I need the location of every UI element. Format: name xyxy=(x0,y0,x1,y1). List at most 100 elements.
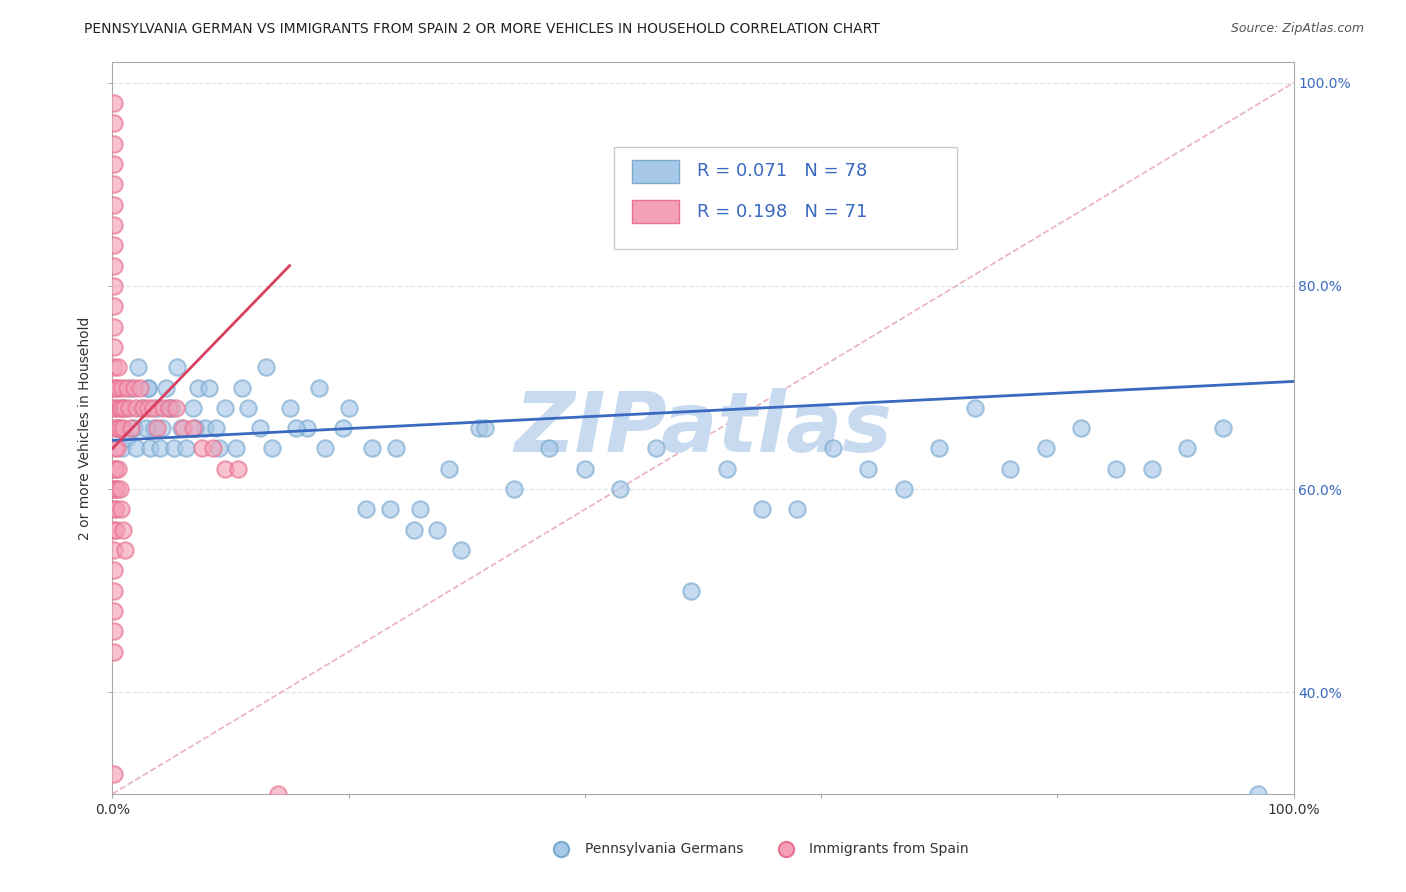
Point xyxy=(181,401,204,415)
Point xyxy=(104,421,127,435)
Point xyxy=(103,523,125,537)
Point xyxy=(163,442,186,456)
Point xyxy=(184,421,207,435)
Point xyxy=(103,157,125,171)
Point xyxy=(149,442,172,456)
Point xyxy=(105,380,128,394)
Point xyxy=(103,96,125,111)
Point xyxy=(105,421,128,435)
Point xyxy=(146,401,169,415)
Text: R = 0.198   N = 71: R = 0.198 N = 71 xyxy=(697,202,868,220)
Point xyxy=(308,380,330,394)
Point xyxy=(356,502,378,516)
Point xyxy=(181,421,204,435)
Point xyxy=(142,421,165,435)
Point xyxy=(107,380,129,394)
Point xyxy=(103,766,125,780)
Point xyxy=(142,401,165,415)
Point xyxy=(103,360,125,375)
Text: R = 0.071   N = 78: R = 0.071 N = 78 xyxy=(697,161,868,179)
Point xyxy=(681,583,703,598)
Point xyxy=(127,360,149,375)
Point xyxy=(231,380,253,394)
Point xyxy=(751,502,773,516)
Point xyxy=(105,523,128,537)
Text: ZIPatlas: ZIPatlas xyxy=(515,388,891,468)
Point xyxy=(103,279,125,293)
Point xyxy=(155,380,177,394)
Point xyxy=(120,380,142,394)
Point xyxy=(103,645,125,659)
Point xyxy=(337,401,360,415)
Point xyxy=(112,401,135,415)
Point xyxy=(103,319,125,334)
Point xyxy=(238,401,260,415)
Point xyxy=(146,421,169,435)
Point xyxy=(205,421,228,435)
Point xyxy=(112,421,135,435)
Point xyxy=(103,563,125,577)
Point xyxy=(644,442,666,456)
Y-axis label: 2 or more Vehicles in Household: 2 or more Vehicles in Household xyxy=(79,317,93,540)
Text: Pennsylvania Germans: Pennsylvania Germans xyxy=(585,842,744,855)
Point xyxy=(103,482,125,496)
Point xyxy=(103,238,125,252)
Point xyxy=(103,197,125,211)
Point xyxy=(103,259,125,273)
Point xyxy=(474,421,496,435)
Point xyxy=(103,604,125,618)
Point xyxy=(609,482,631,496)
Point xyxy=(103,299,125,313)
Point xyxy=(226,462,249,476)
Point xyxy=(208,442,231,456)
Point xyxy=(103,116,125,130)
Point xyxy=(104,462,127,476)
Point xyxy=(128,380,150,394)
Point xyxy=(105,401,128,415)
Point xyxy=(378,502,401,516)
Point xyxy=(225,442,247,456)
Point xyxy=(157,401,180,415)
Point xyxy=(152,401,174,415)
Point xyxy=(893,482,915,496)
Text: Immigrants from Spain: Immigrants from Spain xyxy=(810,842,969,855)
Point xyxy=(104,482,127,496)
FancyBboxPatch shape xyxy=(614,146,957,249)
Point xyxy=(314,442,336,456)
Point xyxy=(297,421,319,435)
Point xyxy=(254,360,277,375)
Point xyxy=(186,380,208,394)
Point xyxy=(1247,787,1270,801)
Point xyxy=(716,462,738,476)
Text: Source: ZipAtlas.com: Source: ZipAtlas.com xyxy=(1230,22,1364,36)
Point xyxy=(131,401,153,415)
Point xyxy=(1140,462,1163,476)
Point xyxy=(118,401,141,415)
Point xyxy=(111,442,134,456)
Point xyxy=(135,421,157,435)
Point xyxy=(115,380,138,394)
Point xyxy=(157,401,180,415)
Point xyxy=(998,462,1021,476)
Point xyxy=(103,380,125,394)
Point xyxy=(150,421,173,435)
Point xyxy=(103,624,125,639)
Point xyxy=(278,401,301,415)
Point xyxy=(214,462,236,476)
Point xyxy=(115,431,138,445)
Point xyxy=(103,136,125,151)
Point xyxy=(110,401,132,415)
Point xyxy=(114,543,136,558)
Point xyxy=(267,787,290,801)
Point xyxy=(136,380,159,394)
Point xyxy=(1070,421,1092,435)
Point xyxy=(105,482,128,496)
Point xyxy=(214,401,236,415)
Point xyxy=(136,380,159,394)
Point xyxy=(201,442,224,456)
Point xyxy=(103,340,125,354)
Point xyxy=(108,401,131,415)
Point xyxy=(103,583,125,598)
Point xyxy=(160,401,183,415)
Point xyxy=(166,360,188,375)
